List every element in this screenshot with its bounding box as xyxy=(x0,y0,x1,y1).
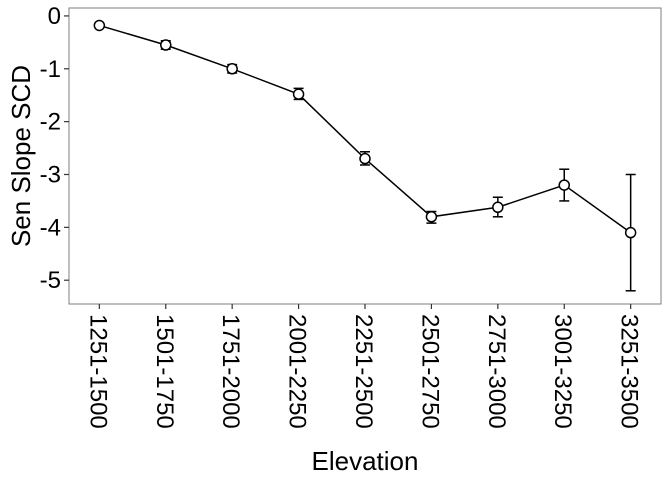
data-point xyxy=(558,179,570,191)
y-axis: 0 -1 -2 -3 -4 -5 xyxy=(40,3,69,294)
y-tick-label: -4 xyxy=(40,214,61,241)
x-tick-label: 3001-3250 xyxy=(549,314,576,429)
x-tick-label: 2001-2250 xyxy=(284,314,311,429)
data-point xyxy=(425,211,438,223)
y-tick-label: 0 xyxy=(48,3,61,30)
y-tick-label: -1 xyxy=(40,56,61,83)
data-point xyxy=(359,152,371,165)
data-point xyxy=(624,226,637,239)
x-tick-label: 2751-3000 xyxy=(483,314,510,429)
x-tick-label: 2501-2750 xyxy=(416,314,443,429)
data-point xyxy=(93,19,106,32)
x-tick-label: 3251-3500 xyxy=(616,314,643,429)
data-point xyxy=(160,39,172,51)
data-point xyxy=(226,63,238,75)
data-points xyxy=(93,19,637,239)
x-axis-title: Elevation xyxy=(312,446,419,476)
y-tick-label: -5 xyxy=(40,267,61,294)
x-tick-label: 1501-1750 xyxy=(151,314,178,429)
data-point xyxy=(292,88,305,100)
x-axis: 1251-1500 1501-1750 1751-2000 2001-2250 2251… xyxy=(84,304,643,429)
x-tick-label: 1251-1500 xyxy=(84,314,111,429)
y-tick-label: -2 xyxy=(40,109,61,136)
x-tick-label: 1751-2000 xyxy=(217,314,244,429)
x-tick-label: 2251-2500 xyxy=(350,314,377,429)
y-axis-title: Sen Slope SCD xyxy=(6,65,36,247)
y-tick-label: -3 xyxy=(40,162,61,189)
data-point xyxy=(492,201,504,214)
